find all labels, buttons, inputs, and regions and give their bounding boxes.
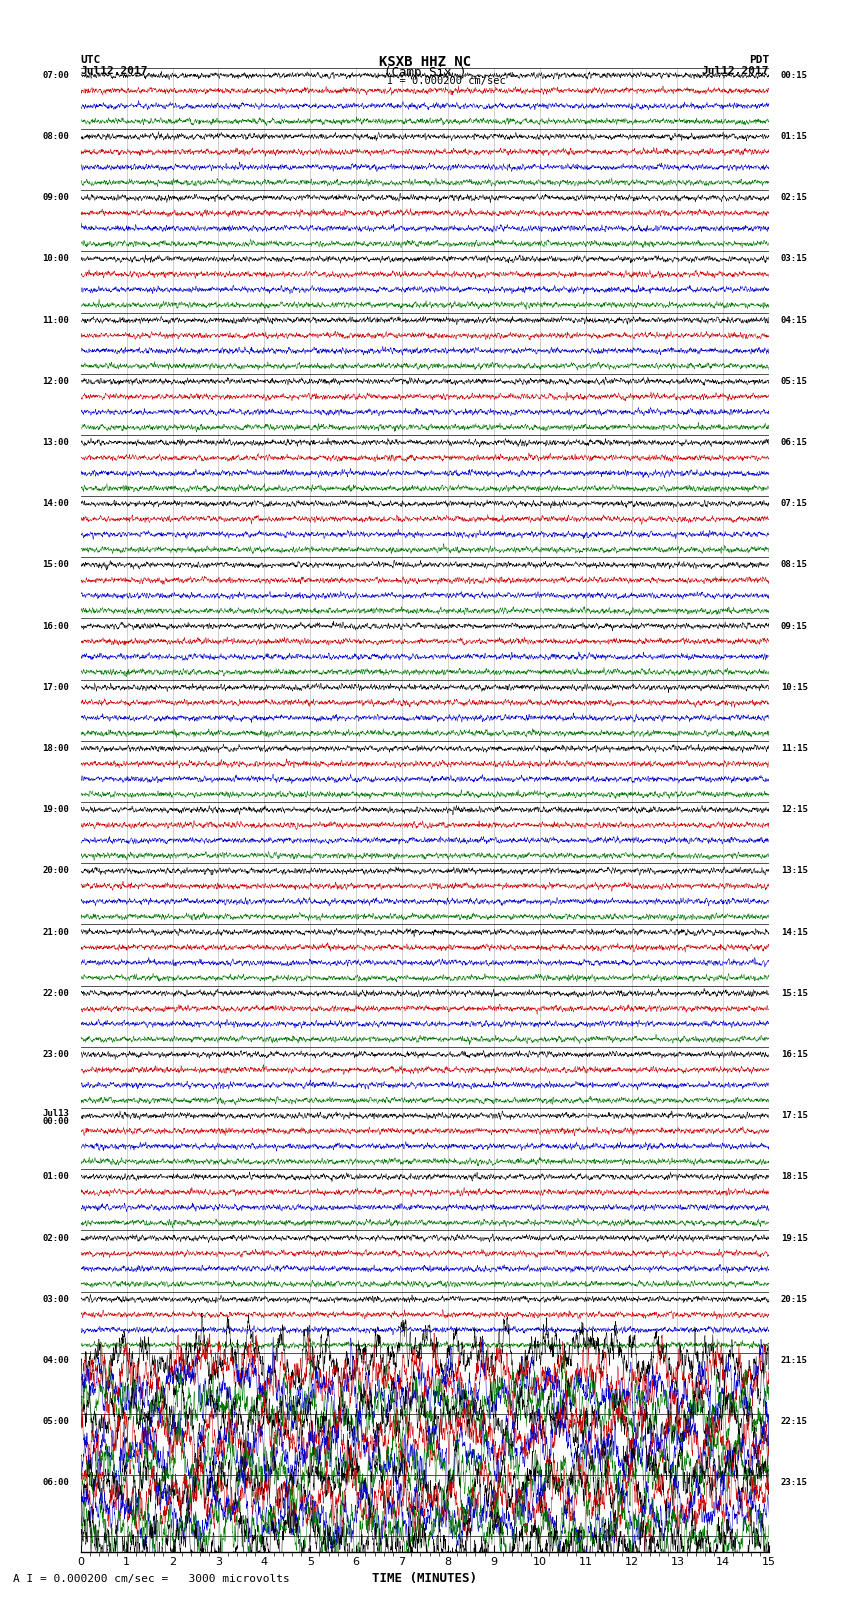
Text: 13:00: 13:00 [42, 439, 70, 447]
Text: 01:15: 01:15 [780, 132, 808, 140]
Text: 20:00: 20:00 [42, 866, 70, 876]
Text: 12:00: 12:00 [42, 377, 70, 386]
Text: PDT: PDT [749, 55, 769, 65]
Text: 09:15: 09:15 [780, 621, 808, 631]
Text: 21:00: 21:00 [42, 927, 70, 937]
Text: 09:00: 09:00 [42, 194, 70, 202]
Text: 06:00: 06:00 [42, 1479, 70, 1487]
Text: 22:00: 22:00 [42, 989, 70, 998]
Text: 17:15: 17:15 [780, 1111, 808, 1119]
Text: 00:15: 00:15 [780, 71, 808, 81]
Text: 07:00: 07:00 [42, 71, 70, 81]
Text: 20:15: 20:15 [780, 1295, 808, 1303]
Text: 02:15: 02:15 [780, 194, 808, 202]
Text: 15:15: 15:15 [780, 989, 808, 998]
Text: 07:15: 07:15 [780, 500, 808, 508]
Text: 08:15: 08:15 [780, 560, 808, 569]
Text: 02:00: 02:00 [42, 1234, 70, 1242]
Text: 15:00: 15:00 [42, 560, 70, 569]
Text: Jul13: Jul13 [42, 1108, 70, 1118]
Text: 00:00: 00:00 [42, 1116, 70, 1126]
Text: 08:00: 08:00 [42, 132, 70, 140]
Text: 19:15: 19:15 [780, 1234, 808, 1242]
Text: 04:00: 04:00 [42, 1357, 70, 1365]
Text: 23:15: 23:15 [780, 1479, 808, 1487]
Text: 17:00: 17:00 [42, 682, 70, 692]
Text: 06:15: 06:15 [780, 439, 808, 447]
Text: 04:15: 04:15 [780, 316, 808, 324]
Text: KSXB HHZ NC: KSXB HHZ NC [379, 55, 471, 69]
Text: 22:15: 22:15 [780, 1418, 808, 1426]
Text: 05:15: 05:15 [780, 377, 808, 386]
Text: 14:15: 14:15 [780, 927, 808, 937]
Text: 21:15: 21:15 [780, 1357, 808, 1365]
Text: Jul12,2017: Jul12,2017 [702, 66, 769, 76]
Text: 01:00: 01:00 [42, 1173, 70, 1181]
Text: 03:00: 03:00 [42, 1295, 70, 1303]
Text: 18:15: 18:15 [780, 1173, 808, 1181]
Text: 14:00: 14:00 [42, 500, 70, 508]
Text: 16:15: 16:15 [780, 1050, 808, 1060]
Text: 13:15: 13:15 [780, 866, 808, 876]
Text: Jul12,2017: Jul12,2017 [81, 66, 148, 76]
Text: 18:00: 18:00 [42, 744, 70, 753]
Text: (Camp Six ): (Camp Six ) [383, 66, 467, 79]
Text: 10:15: 10:15 [780, 682, 808, 692]
Text: 16:00: 16:00 [42, 621, 70, 631]
Text: 10:00: 10:00 [42, 255, 70, 263]
Text: UTC: UTC [81, 55, 101, 65]
Text: 11:15: 11:15 [780, 744, 808, 753]
Text: 11:00: 11:00 [42, 316, 70, 324]
X-axis label: TIME (MINUTES): TIME (MINUTES) [372, 1573, 478, 1586]
Text: A I = 0.000200 cm/sec =   3000 microvolts: A I = 0.000200 cm/sec = 3000 microvolts [13, 1574, 290, 1584]
Text: 12:15: 12:15 [780, 805, 808, 815]
Text: 19:00: 19:00 [42, 805, 70, 815]
Text: 23:00: 23:00 [42, 1050, 70, 1060]
Text: 03:15: 03:15 [780, 255, 808, 263]
Text: 05:00: 05:00 [42, 1418, 70, 1426]
Text: I = 0.000200 cm/sec: I = 0.000200 cm/sec [387, 76, 506, 85]
